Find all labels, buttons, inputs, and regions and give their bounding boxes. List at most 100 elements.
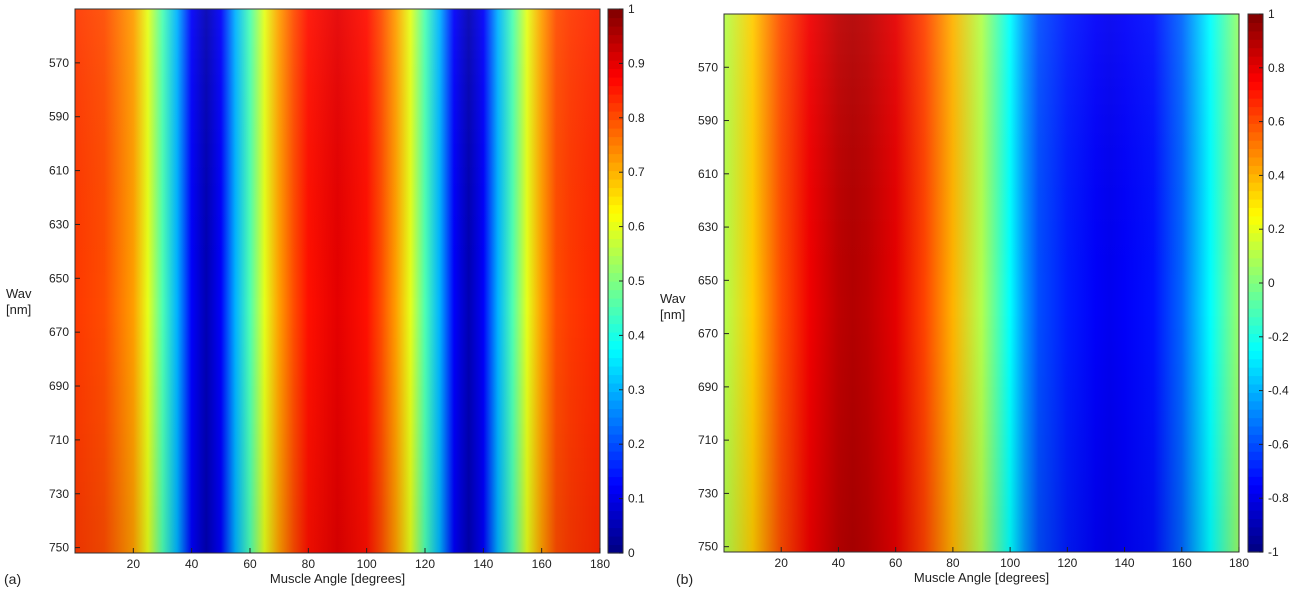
y-tick-label: 690	[49, 379, 69, 393]
colorbar-tick-label: 0.2	[628, 437, 645, 451]
x-tick-label: 40	[832, 556, 846, 570]
colorbar-step	[1248, 148, 1263, 158]
colorbar: -1 -0.8 -0.6 -0.4 -0.2 0 0.2 0.4 0.6 0.8 1	[1247, 7, 1289, 559]
colorbar-step	[1248, 392, 1263, 402]
colorbar-step	[608, 111, 623, 121]
colorbar-step	[1248, 518, 1263, 528]
panel-label: (b)	[676, 571, 693, 587]
heatmap-panel-1: 20 40 60 80 100 120 140 160 180 570 590 610 630 650 67…	[4, 2, 645, 587]
colorbar-step	[608, 332, 623, 342]
colorbar-step	[608, 425, 623, 435]
y-tick-label: 670	[49, 325, 69, 339]
y-tick-label: 630	[49, 217, 69, 231]
y-axis-label-line: Wav	[6, 286, 32, 301]
colorbar-step	[1248, 198, 1263, 208]
colorbar-step	[608, 349, 623, 359]
y-axis-label-line: [nm]	[6, 302, 31, 317]
colorbar-tick-label: -0.6	[1268, 437, 1289, 451]
colorbar-step	[608, 289, 623, 299]
colorbar-step	[608, 272, 623, 282]
colorbar-step	[608, 238, 623, 248]
y-tick-label: 710	[49, 433, 69, 447]
colorbar-step	[1248, 451, 1263, 461]
colorbar-step	[1248, 47, 1263, 57]
colorbar-step	[608, 230, 623, 240]
colorbar: 0 0.1 0.2 0.3 0.4 0.5 0.6 0.7 0.8 0.9 1	[607, 2, 645, 560]
colorbar-step	[608, 119, 623, 129]
x-axis-label: Muscle Angle [degrees]	[270, 571, 405, 586]
colorbar-step	[1248, 299, 1263, 309]
colorbar-step	[1248, 409, 1263, 419]
colorbar-step	[608, 77, 623, 87]
colorbar-step	[608, 340, 623, 350]
plot-frame	[74, 8, 601, 554]
colorbar-step	[608, 17, 623, 27]
colorbar-step	[1248, 114, 1263, 124]
colorbar-step	[1248, 291, 1263, 301]
colorbar-tick-label: 0.3	[628, 383, 645, 397]
panel-label: (a)	[4, 571, 21, 587]
colorbar-step	[608, 527, 623, 537]
y-tick-label: 610	[49, 164, 69, 178]
y-tick-label: 590	[698, 114, 718, 128]
colorbar-step	[608, 374, 623, 384]
x-tick-label: 120	[415, 557, 435, 571]
colorbar-step	[1248, 501, 1263, 511]
colorbar-step	[608, 9, 623, 19]
y-tick-label: 730	[49, 487, 69, 501]
colorbar-step	[608, 213, 623, 223]
colorbar-step	[608, 94, 623, 104]
colorbar-step	[1248, 350, 1263, 360]
colorbar-step	[608, 510, 623, 520]
colorbar-step	[608, 179, 623, 189]
x-tick-label: 80	[946, 556, 960, 570]
x-tick-label: 180	[590, 557, 610, 571]
colorbar-step	[608, 145, 623, 155]
y-axis-label-line: [nm]	[660, 307, 685, 322]
colorbar-tick-label: 0.6	[1268, 115, 1285, 129]
colorbar-step	[608, 357, 623, 367]
y-tick-label: 690	[698, 380, 718, 394]
colorbar-step	[608, 408, 623, 418]
colorbar-step	[608, 136, 623, 146]
x-tick-label: 20	[775, 556, 789, 570]
colorbar-step	[608, 247, 623, 257]
colorbar-step	[608, 128, 623, 138]
y-tick-label: 650	[49, 271, 69, 285]
colorbar-step	[1248, 190, 1263, 200]
colorbar-step	[1248, 106, 1263, 116]
colorbar-step	[1248, 493, 1263, 503]
colorbar-step	[1248, 156, 1263, 166]
colorbar-step	[608, 434, 623, 444]
y-tick-label: 750	[698, 540, 718, 554]
colorbar-step	[608, 315, 623, 325]
colorbar-step	[608, 519, 623, 529]
colorbar-step	[1248, 400, 1263, 410]
colorbar-tick-label: -0.4	[1268, 384, 1289, 398]
colorbar-step	[1248, 274, 1263, 284]
colorbar-step	[1248, 240, 1263, 250]
heatmap-shading	[75, 9, 600, 553]
y-tick-label: 710	[698, 433, 718, 447]
colorbar-step	[1248, 173, 1263, 183]
colorbar-step	[1248, 442, 1263, 452]
y-tick-label: 670	[698, 327, 718, 341]
colorbar-step	[1248, 358, 1263, 368]
colorbar-step	[608, 34, 623, 44]
colorbar-step	[608, 26, 623, 36]
colorbar-step	[1248, 232, 1263, 242]
colorbar-tick-label: 0.8	[628, 111, 645, 125]
colorbar-step	[1248, 325, 1263, 335]
y-tick-label: 610	[698, 167, 718, 181]
x-tick-label: 140	[473, 557, 493, 571]
colorbar-step	[1248, 425, 1263, 435]
colorbar-step	[608, 476, 623, 486]
colorbar-step	[608, 544, 623, 554]
colorbar-step	[1248, 509, 1263, 519]
colorbar-tick-label: 0.6	[628, 220, 645, 234]
colorbar-step	[1248, 333, 1263, 343]
y-tick-label: 650	[698, 273, 718, 287]
colorbar-step	[608, 221, 623, 231]
colorbar-step	[1248, 383, 1263, 393]
